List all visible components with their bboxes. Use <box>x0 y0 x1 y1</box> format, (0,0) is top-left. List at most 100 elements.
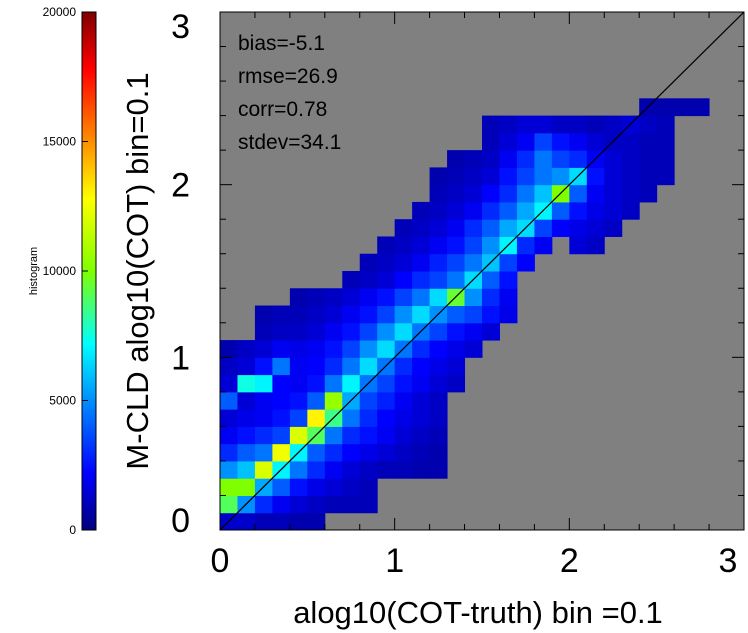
heatmap-cell <box>324 460 343 479</box>
heatmap-cell <box>220 357 238 376</box>
heatmap-cell <box>342 322 361 341</box>
heatmap-cell <box>464 219 483 237</box>
colorbar-tick-label: 10000 <box>43 264 77 278</box>
heatmap-cell <box>412 409 431 427</box>
heatmap-cell <box>551 115 570 134</box>
heatmap-cell <box>289 374 308 393</box>
heatmap-cell <box>429 201 448 220</box>
heatmap-cell <box>447 236 466 255</box>
heatmap-cell <box>359 271 378 289</box>
heatmap-cell <box>691 98 710 117</box>
heatmap-cell <box>237 478 256 496</box>
heatmap-cell <box>272 443 291 462</box>
heatmap-cell <box>237 374 256 393</box>
heatmap-cell <box>447 184 466 203</box>
heatmap-cell <box>342 460 361 479</box>
heatmap-cell <box>604 115 623 134</box>
heatmap-cell <box>237 357 256 376</box>
heatmap-cell <box>342 340 361 358</box>
x-tick-label: 0 <box>211 542 230 580</box>
heatmap-cell <box>429 374 448 393</box>
heatmap-cell <box>289 460 308 479</box>
heatmap-cell <box>412 219 431 237</box>
heatmap-cell <box>307 288 326 307</box>
heatmap-cell <box>482 305 500 324</box>
colorbar-tick-label: 0 <box>69 523 76 537</box>
plot-frame <box>219 11 745 531</box>
heatmap-cell <box>237 391 256 410</box>
heatmap-cell <box>516 236 535 255</box>
heatmap-cell <box>359 391 378 410</box>
heatmap-cell <box>412 357 431 376</box>
heatmap-cell <box>289 305 308 324</box>
heatmap-cell <box>412 374 431 393</box>
heatmap-cell <box>254 443 273 462</box>
heatmap-cell <box>656 115 675 134</box>
heatmap-cell <box>220 340 238 358</box>
heatmap-cell <box>307 409 326 427</box>
heatmap-cell <box>237 512 256 530</box>
heatmap-cell <box>482 150 500 168</box>
heatmap-cell <box>656 132 675 151</box>
heatmap-cell <box>604 167 623 186</box>
heatmap-cell <box>586 167 605 186</box>
heatmap-cell <box>656 150 675 168</box>
heatmap-cell <box>639 167 658 186</box>
heatmap-cell <box>394 443 413 462</box>
heatmap-cell <box>394 409 413 427</box>
heatmap-cell <box>377 236 396 255</box>
heatmap-cell <box>394 271 413 289</box>
heatmap-cell <box>272 391 291 410</box>
heatmap-cell <box>639 115 658 134</box>
heatmap-cell <box>586 115 605 134</box>
heatmap-cell <box>394 426 413 445</box>
heatmap-cell <box>342 271 361 289</box>
heatmap-cell <box>499 271 518 289</box>
heatmap-cell <box>359 305 378 324</box>
heatmap-cell <box>604 219 623 237</box>
heatmap-cell <box>569 115 588 134</box>
heatmap-cell <box>220 391 238 410</box>
heatmap-cell <box>359 443 378 462</box>
heatmap-cell <box>377 271 396 289</box>
heatmap-cell <box>394 391 413 410</box>
heatmap-cell <box>289 409 308 427</box>
heatmap-cell <box>394 288 413 307</box>
heatmap-cell <box>516 253 535 272</box>
heatmap-cell <box>464 340 483 358</box>
heatmap-cell <box>394 460 413 479</box>
heatmap-cell <box>429 460 448 479</box>
stat-line: bias=-5.1 <box>238 32 325 55</box>
heatmap-cell <box>639 132 658 151</box>
heatmap-cell <box>569 236 588 255</box>
heatmap-cell <box>447 271 466 289</box>
heatmap-cell <box>429 322 448 341</box>
heatmap-cell <box>429 340 448 358</box>
heatmap-cell <box>307 322 326 341</box>
heatmap-cell <box>656 98 675 117</box>
heatmap-cell <box>412 201 431 220</box>
heatmap-cell <box>534 184 553 203</box>
heatmap-cell <box>604 184 623 203</box>
heatmap-cell <box>447 150 466 168</box>
heatmap-cell <box>499 167 518 186</box>
heatmap-cell <box>447 305 466 324</box>
heatmap-cell <box>324 443 343 462</box>
heatmap-cell <box>289 478 308 496</box>
heatmap-cell <box>394 219 413 237</box>
heatmap-cell <box>272 357 291 376</box>
heatmap-cell <box>429 391 448 410</box>
heatmap-cell <box>289 322 308 341</box>
heatmap-cell <box>482 167 500 186</box>
heatmap-cell <box>359 288 378 307</box>
heatmap-cell <box>254 374 273 393</box>
heatmap-cell <box>394 357 413 376</box>
heatmap-cell <box>254 460 273 479</box>
heatmap-cell <box>621 132 640 151</box>
heatmap-cell <box>254 391 273 410</box>
heatmap-cell <box>412 288 431 307</box>
heatmap-cell <box>272 409 291 427</box>
heatmap-cell <box>324 305 343 324</box>
heatmap-cell <box>342 443 361 462</box>
heatmap-cell <box>307 443 326 462</box>
